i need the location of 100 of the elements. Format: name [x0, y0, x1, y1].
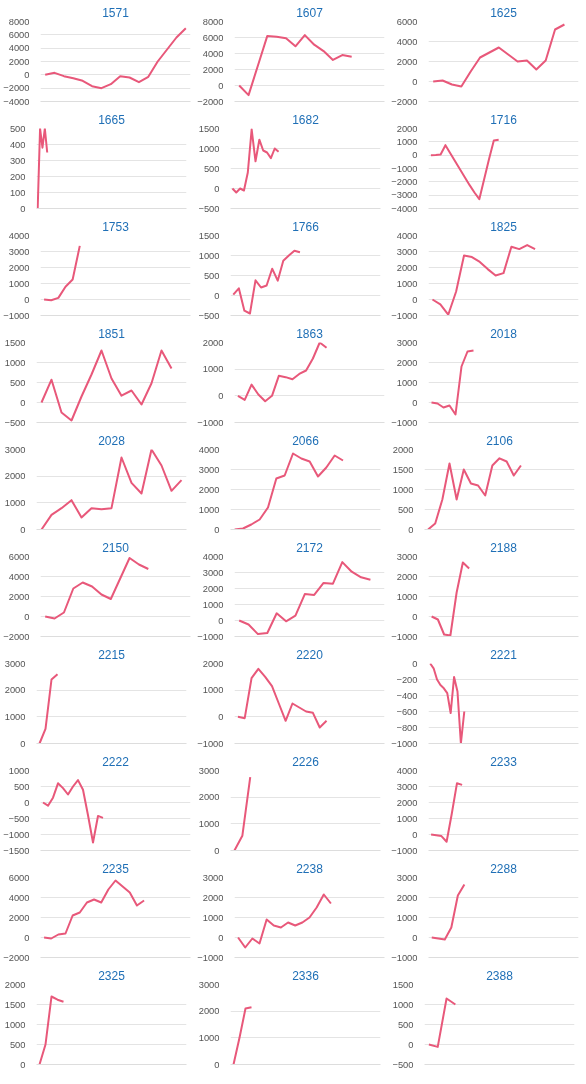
- y-tick-label: 1000: [198, 143, 220, 154]
- line-series: [232, 249, 301, 315]
- y-tick-label: −200: [396, 674, 418, 685]
- y-tick-label: 1000: [396, 377, 418, 388]
- chart-title: 1825: [490, 219, 518, 234]
- y-tick-label: 0: [218, 390, 224, 401]
- y-tick-label: 1000: [392, 484, 414, 495]
- y-tick-label: 0: [412, 150, 418, 161]
- chart-title: 2336: [292, 968, 320, 983]
- line-series: [232, 1006, 253, 1065]
- y-tick-label: 4000: [202, 48, 224, 59]
- y-tick-label: 0: [412, 611, 418, 622]
- line-series: [430, 883, 466, 941]
- y-tick-label: 2000: [396, 123, 418, 134]
- y-tick-label: 4000: [198, 444, 220, 455]
- line-series: [40, 449, 183, 530]
- y-tick-label: −2000: [3, 952, 30, 963]
- y-tick-label: −800: [396, 722, 418, 733]
- y-tick-label: −1000: [391, 845, 418, 856]
- y-tick-label: 0: [20, 203, 26, 214]
- y-tick-label: −1000: [3, 829, 30, 840]
- y-tick-label: −2000: [391, 176, 418, 187]
- chart-title: 1625: [490, 5, 518, 20]
- y-tick-label: 1000: [8, 278, 30, 289]
- y-tick-label: 1000: [198, 818, 220, 829]
- y-tick-label: 2000: [198, 792, 220, 803]
- y-tick-label: 4000: [396, 765, 418, 776]
- y-tick-label: 2000: [396, 892, 418, 903]
- chart-title: 2288: [490, 861, 518, 876]
- y-tick-label: 6000: [202, 32, 224, 43]
- y-tick-label: −1000: [391, 952, 418, 963]
- y-tick-label: 300: [9, 155, 26, 166]
- y-tick-label: 4000: [396, 230, 418, 241]
- line-series: [233, 452, 344, 530]
- chart-title: 2106: [486, 433, 514, 448]
- y-tick-label: 1000: [396, 136, 418, 147]
- y-tick-label: 3000: [396, 551, 418, 562]
- y-tick-label: −2000: [391, 96, 418, 107]
- y-tick-label: 1500: [198, 123, 220, 134]
- chart-title: 2172: [296, 540, 324, 555]
- y-tick-label: 0: [20, 738, 26, 749]
- y-tick-label: −1000: [197, 952, 224, 963]
- y-tick-label: 4000: [8, 230, 30, 241]
- y-tick-label: 0: [20, 397, 26, 408]
- chart-title: 1753: [102, 219, 130, 234]
- y-tick-label: 1500: [4, 337, 26, 348]
- chart-title: 2238: [296, 861, 324, 876]
- y-tick-label: 0: [218, 615, 224, 626]
- y-tick-label: 2000: [392, 444, 414, 455]
- y-tick-label: 500: [13, 781, 30, 792]
- y-tick-label: 2000: [4, 685, 26, 696]
- y-tick-label: 3000: [4, 658, 26, 669]
- chart-title: 1851: [98, 326, 126, 341]
- line-series: [36, 128, 49, 209]
- y-tick-label: 0: [408, 1039, 414, 1050]
- y-tick-label: 1000: [198, 1032, 220, 1043]
- chart-title: 2222: [102, 754, 130, 769]
- y-tick-label: 500: [203, 270, 220, 281]
- chart-title: 2150: [102, 540, 130, 555]
- y-tick-label: 1000: [202, 364, 224, 375]
- y-tick-label: −1000: [3, 310, 30, 321]
- y-tick-label: 2000: [8, 262, 30, 273]
- y-tick-label: 0: [412, 294, 418, 305]
- y-tick-label: −1000: [391, 417, 418, 428]
- chart-title: 1571: [102, 5, 130, 20]
- line-series: [431, 244, 537, 316]
- y-tick-label: 3000: [198, 979, 220, 990]
- chart-title: 1607: [296, 5, 324, 20]
- chart-title: 2388: [486, 968, 514, 983]
- chart-title: 1716: [490, 112, 518, 127]
- y-tick-label: 2000: [202, 583, 224, 594]
- y-tick-label: −1000: [391, 631, 418, 642]
- y-tick-label: 2000: [8, 591, 30, 602]
- y-tick-label: 1000: [8, 765, 30, 776]
- y-tick-label: 0: [214, 524, 220, 535]
- y-tick-label: −2000: [3, 631, 30, 642]
- line-series: [429, 663, 466, 744]
- y-tick-label: 2000: [8, 912, 30, 923]
- y-tick-label: 0: [20, 1059, 26, 1070]
- y-tick-label: 0: [20, 524, 26, 535]
- y-tick-label: 0: [214, 1059, 220, 1070]
- y-tick-label: 0: [412, 829, 418, 840]
- chart-title: 2235: [102, 861, 130, 876]
- y-tick-label: 0: [412, 76, 418, 87]
- y-tick-label: 6000: [8, 29, 30, 40]
- y-tick-label: −2000: [3, 83, 30, 94]
- y-tick-label: 1000: [396, 813, 418, 824]
- y-tick-label: 3000: [202, 567, 224, 578]
- y-tick-label: 6000: [8, 872, 30, 883]
- y-tick-label: −600: [396, 706, 418, 717]
- chart-title: 2215: [98, 647, 126, 662]
- y-tick-label: 1000: [202, 912, 224, 923]
- y-tick-label: 0: [24, 69, 30, 80]
- y-tick-label: 0: [214, 183, 220, 194]
- y-tick-label: 0: [218, 711, 224, 722]
- y-tick-label: 1500: [392, 979, 414, 990]
- y-tick-label: 0: [214, 290, 220, 301]
- y-tick-label: 1000: [4, 357, 26, 368]
- y-tick-label: −400: [396, 690, 418, 701]
- y-tick-label: 6000: [8, 551, 30, 562]
